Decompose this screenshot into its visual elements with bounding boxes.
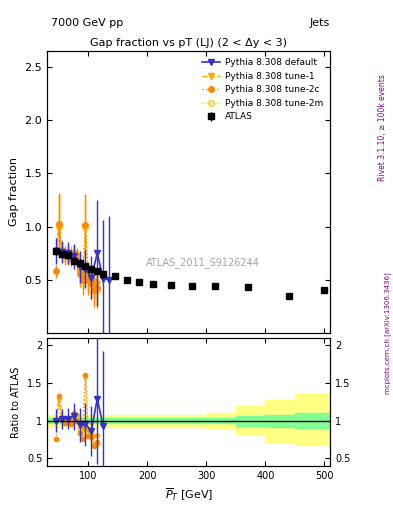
Pythia 8.308 tune-1 — [74, 253, 79, 260]
Pythia 8.308 tune-2m — [89, 279, 94, 285]
Pythia 8.308 tune-1 — [72, 252, 76, 258]
Pythia 8.308 default — [72, 253, 76, 260]
X-axis label: $\overline{P}_T$ [GeV]: $\overline{P}_T$ [GeV] — [165, 486, 213, 503]
Pythia 8.308 tune-2m — [57, 223, 61, 229]
Pythia 8.308 tune-1 — [92, 279, 97, 285]
Pythia 8.308 tune-1 — [83, 271, 88, 278]
Pythia 8.308 tune-1 — [80, 266, 85, 272]
Pythia 8.308 tune-1 — [95, 281, 100, 287]
Pythia 8.308 tune-1 — [62, 250, 67, 256]
Pythia 8.308 tune-1 — [77, 261, 82, 267]
Pythia 8.308 tune-2m — [83, 223, 88, 229]
Legend: Pythia 8.308 default, Pythia 8.308 tune-1, Pythia 8.308 tune-2c, Pythia 8.308 tu: Pythia 8.308 default, Pythia 8.308 tune-… — [199, 56, 326, 124]
Pythia 8.308 tune-2c — [60, 248, 64, 254]
Pythia 8.308 tune-1 — [89, 276, 94, 283]
Pythia 8.308 tune-2m — [95, 287, 100, 293]
Pythia 8.308 tune-2c — [65, 253, 70, 260]
Pythia 8.308 tune-2c — [92, 287, 97, 293]
Pythia 8.308 tune-1 — [68, 251, 73, 257]
Pythia 8.308 tune-1 — [57, 223, 61, 229]
Pythia 8.308 tune-2m — [62, 251, 67, 257]
Pythia 8.308 tune-2c — [80, 276, 85, 283]
Pythia 8.308 tune-2c — [95, 285, 100, 291]
Line: Pythia 8.308 tune-2c: Pythia 8.308 tune-2c — [53, 222, 100, 293]
Y-axis label: Ratio to ATLAS: Ratio to ATLAS — [11, 366, 21, 438]
Pythia 8.308 default — [83, 266, 88, 272]
Pythia 8.308 tune-2c — [53, 268, 59, 274]
Pythia 8.308 tune-1 — [53, 248, 59, 254]
Pythia 8.308 tune-2m — [72, 253, 76, 260]
Pythia 8.308 default — [89, 274, 94, 281]
Pythia 8.308 tune-2m — [68, 253, 73, 260]
Pythia 8.308 tune-1 — [65, 250, 70, 256]
Pythia 8.308 tune-2c — [86, 276, 91, 283]
Pythia 8.308 default — [60, 249, 64, 255]
Pythia 8.308 tune-2m — [77, 268, 82, 274]
Pythia 8.308 tune-2c — [57, 221, 61, 227]
Text: Rivet 3.1.10, ≥ 100k events: Rivet 3.1.10, ≥ 100k events — [378, 75, 387, 181]
Pythia 8.308 default — [65, 250, 70, 256]
Pythia 8.308 tune-2m — [92, 285, 97, 291]
Y-axis label: Gap fraction: Gap fraction — [9, 158, 19, 226]
Pythia 8.308 default — [95, 250, 100, 256]
Pythia 8.308 tune-1 — [86, 271, 91, 278]
Pythia 8.308 tune-2m — [86, 274, 91, 281]
Pythia 8.308 default — [101, 275, 105, 282]
Pythia 8.308 tune-2m — [65, 252, 70, 258]
Text: 7000 GeV pp: 7000 GeV pp — [51, 18, 123, 28]
Pythia 8.308 default — [107, 276, 112, 283]
Pythia 8.308 tune-2c — [62, 253, 67, 260]
Pythia 8.308 tune-2m — [80, 271, 85, 278]
Pythia 8.308 tune-2c — [74, 258, 79, 264]
Pythia 8.308 tune-2m — [74, 255, 79, 262]
Pythia 8.308 tune-2c — [89, 280, 94, 286]
Pythia 8.308 default — [53, 248, 59, 254]
Pythia 8.308 tune-2m — [53, 247, 59, 253]
Pythia 8.308 tune-2c — [72, 250, 76, 256]
Text: mcplots.cern.ch [arXiv:1306.3436]: mcplots.cern.ch [arXiv:1306.3436] — [384, 272, 391, 394]
Line: Pythia 8.308 tune-1: Pythia 8.308 tune-1 — [53, 224, 100, 287]
Pythia 8.308 tune-2c — [68, 255, 73, 262]
Pythia 8.308 tune-2c — [77, 271, 82, 278]
Pythia 8.308 default — [77, 264, 82, 270]
Text: Jets: Jets — [310, 18, 330, 28]
Title: Gap fraction vs pT (LJ) (2 < Δy < 3): Gap fraction vs pT (LJ) (2 < Δy < 3) — [90, 38, 287, 48]
Line: Pythia 8.308 default: Pythia 8.308 default — [53, 247, 112, 283]
Pythia 8.308 tune-2c — [83, 222, 88, 228]
Text: ATLAS_2011_S9126244: ATLAS_2011_S9126244 — [146, 257, 260, 268]
Line: Pythia 8.308 tune-2m: Pythia 8.308 tune-2m — [53, 224, 100, 293]
Pythia 8.308 tune-2m — [60, 248, 64, 254]
Pythia 8.308 tune-1 — [60, 250, 64, 256]
